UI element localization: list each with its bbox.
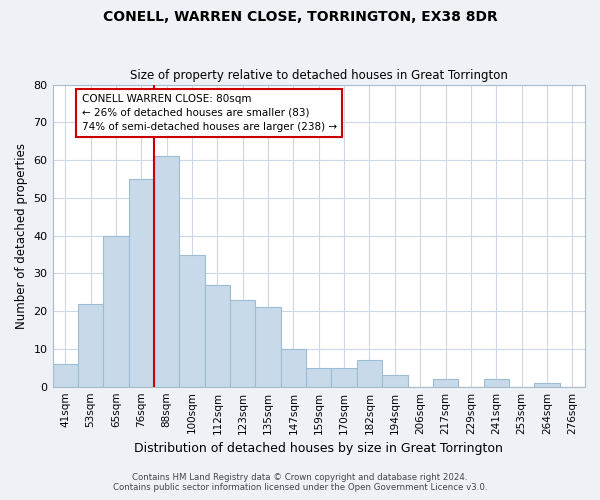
Text: Contains HM Land Registry data © Crown copyright and database right 2024.
Contai: Contains HM Land Registry data © Crown c… (113, 473, 487, 492)
Bar (433, 379, 458, 386)
Bar (281, 349, 306, 387)
Text: CONELL WARREN CLOSE: 80sqm
← 26% of detached houses are smaller (83)
74% of semi: CONELL WARREN CLOSE: 80sqm ← 26% of deta… (82, 94, 337, 132)
Bar (205, 284, 230, 386)
X-axis label: Distribution of detached houses by size in Great Torrington: Distribution of detached houses by size … (134, 442, 503, 455)
Y-axis label: Number of detached properties: Number of detached properties (15, 142, 28, 328)
Bar (256, 308, 281, 386)
Bar (78, 304, 103, 386)
Bar (154, 156, 179, 386)
Bar (230, 300, 256, 386)
Bar (331, 368, 357, 386)
Text: CONELL, WARREN CLOSE, TORRINGTON, EX38 8DR: CONELL, WARREN CLOSE, TORRINGTON, EX38 8… (103, 10, 497, 24)
Title: Size of property relative to detached houses in Great Torrington: Size of property relative to detached ho… (130, 69, 508, 82)
Bar (484, 379, 509, 386)
Bar (534, 383, 560, 386)
Bar (179, 254, 205, 386)
Bar (53, 364, 78, 386)
Bar (382, 376, 407, 386)
Bar (306, 368, 331, 386)
Bar (103, 236, 128, 386)
Bar (128, 179, 154, 386)
Bar (357, 360, 382, 386)
